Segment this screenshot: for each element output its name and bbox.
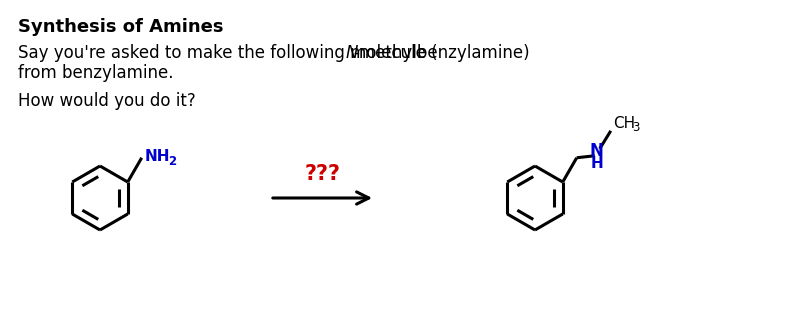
Text: H: H bbox=[590, 156, 603, 171]
Text: 3: 3 bbox=[631, 121, 638, 134]
Text: from benzylamine.: from benzylamine. bbox=[18, 64, 174, 82]
Text: -methylbenzylamine): -methylbenzylamine) bbox=[353, 44, 529, 62]
Text: 2: 2 bbox=[168, 155, 176, 168]
Text: N: N bbox=[345, 44, 358, 62]
Text: ???: ??? bbox=[304, 164, 340, 184]
Text: CH: CH bbox=[612, 116, 634, 131]
Text: Synthesis of Amines: Synthesis of Amines bbox=[18, 18, 223, 36]
Text: How would you do it?: How would you do it? bbox=[18, 92, 195, 110]
Text: Say you're asked to make the following molecule (: Say you're asked to make the following m… bbox=[18, 44, 437, 62]
Text: N: N bbox=[589, 142, 603, 160]
Text: NH: NH bbox=[144, 149, 170, 164]
